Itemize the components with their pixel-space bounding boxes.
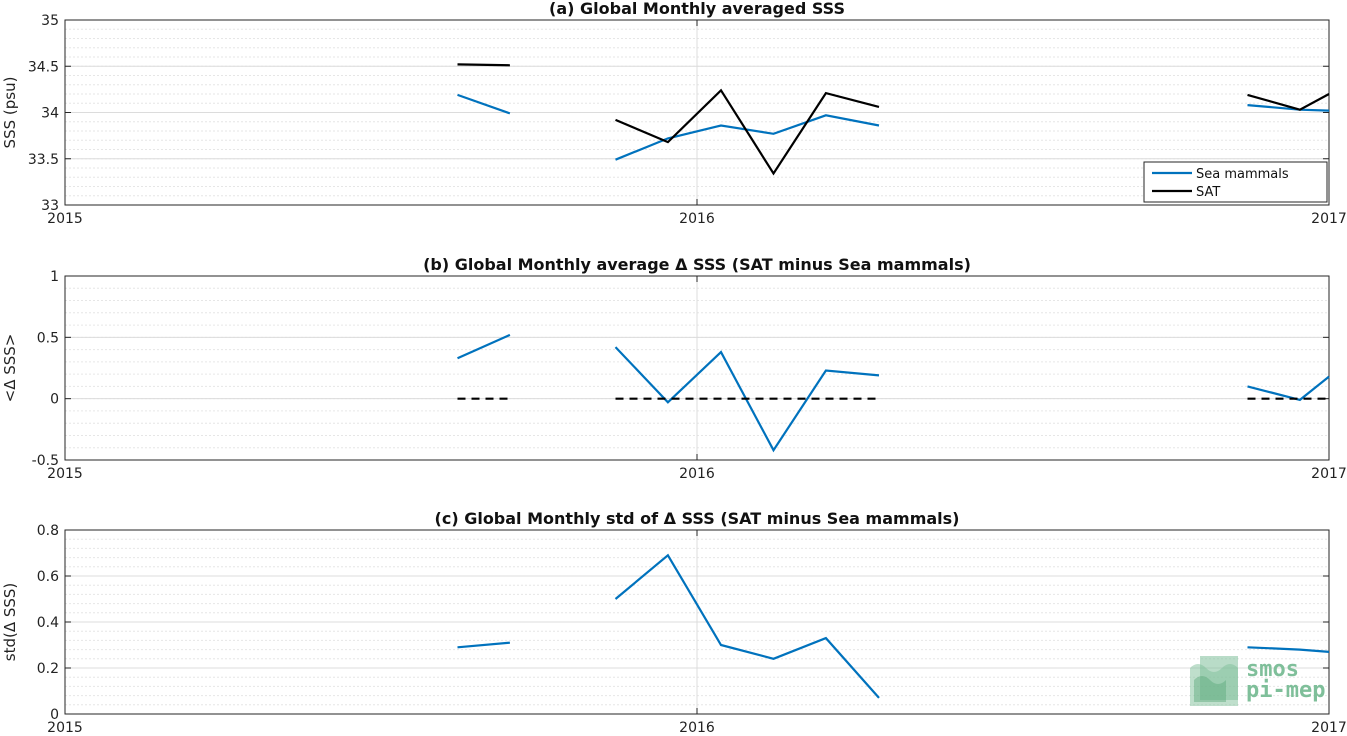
x-tick-label: 2017 xyxy=(1311,211,1347,227)
x-tick-label: 2015 xyxy=(47,466,83,482)
y-tick-label: 0 xyxy=(50,707,59,723)
series-line-1-segment xyxy=(614,553,880,699)
series-sat-segment xyxy=(1247,93,1330,111)
panel-1: 33 33.5 34 34.5 35 2015 2016 2017 (a) Global Mon… xyxy=(1,0,1347,227)
x-tick-label: 2016 xyxy=(679,211,715,227)
y-axis-label: <Δ SSS> xyxy=(1,334,19,403)
panel-2: -0.5 0 0.5 1 2015 2016 2017 (b) Global Monthly … xyxy=(1,255,1347,482)
smos-pi-mep-logo: smos pi-mep xyxy=(1190,656,1325,706)
chart-title: (c) Global Monthly std of Δ SSS (SAT min… xyxy=(435,509,960,528)
series-line-1-segment xyxy=(614,346,880,453)
legend-box xyxy=(1143,161,1328,203)
y-tick-label: -0.5 xyxy=(32,453,59,469)
series-sea-mammals-segment xyxy=(457,93,511,115)
series-line-1-segment xyxy=(457,333,511,360)
series-line-1-segment xyxy=(457,641,510,649)
series-sat-segment xyxy=(457,63,510,67)
x-tick-label: 2016 xyxy=(679,466,715,482)
legend: Sea mammals SAT xyxy=(1143,161,1328,203)
series-sat-segment xyxy=(615,88,880,176)
y-tick-label: 34.5 xyxy=(28,59,59,75)
x-tick-label: 2017 xyxy=(1311,466,1347,482)
y-tick-label: 0.2 xyxy=(37,661,59,677)
legend-entry: Sea mammals xyxy=(1196,167,1289,182)
y-tick-label: 0.5 xyxy=(37,330,59,346)
panel-3: 0 0.2 0.4 0.6 0.8 2015 2016 2017 (c) Global Mont… xyxy=(1,509,1347,736)
y-tick-label: 0 xyxy=(50,392,59,408)
chart-title: (b) Global Monthly average Δ SSS (SAT mi… xyxy=(423,255,971,274)
y-tick-label: 1 xyxy=(50,269,59,285)
logo-line-1: smos xyxy=(1246,657,1299,682)
y-tick-label: 0.4 xyxy=(37,615,59,631)
x-tick-label: 2015 xyxy=(47,720,83,736)
legend-entry: SAT xyxy=(1196,185,1220,200)
chart-title: (a) Global Monthly averaged SSS xyxy=(549,0,845,18)
series-line-1-segment xyxy=(1247,646,1330,653)
logo-emblem-icon xyxy=(1190,656,1238,706)
y-tick-label: 33 xyxy=(41,198,59,214)
y-tick-label: 0.8 xyxy=(37,523,59,539)
x-tick-label: 2016 xyxy=(679,720,715,736)
y-tick-label: 34 xyxy=(41,106,59,122)
logo-line-2: pi-mep xyxy=(1246,678,1325,703)
y-axis-label: SSS (psu) xyxy=(1,77,19,149)
y-tick-label: 0.6 xyxy=(37,569,59,585)
x-tick-label: 2017 xyxy=(1311,720,1347,736)
y-tick-label: 33.5 xyxy=(28,152,59,168)
y-axis-label: std(Δ SSS) xyxy=(1,583,19,662)
series-sea-mammals-segment xyxy=(615,114,880,161)
y-tick-label: 35 xyxy=(41,13,59,29)
series-line-1-segment xyxy=(1247,375,1330,402)
x-tick-label: 2015 xyxy=(47,211,83,227)
